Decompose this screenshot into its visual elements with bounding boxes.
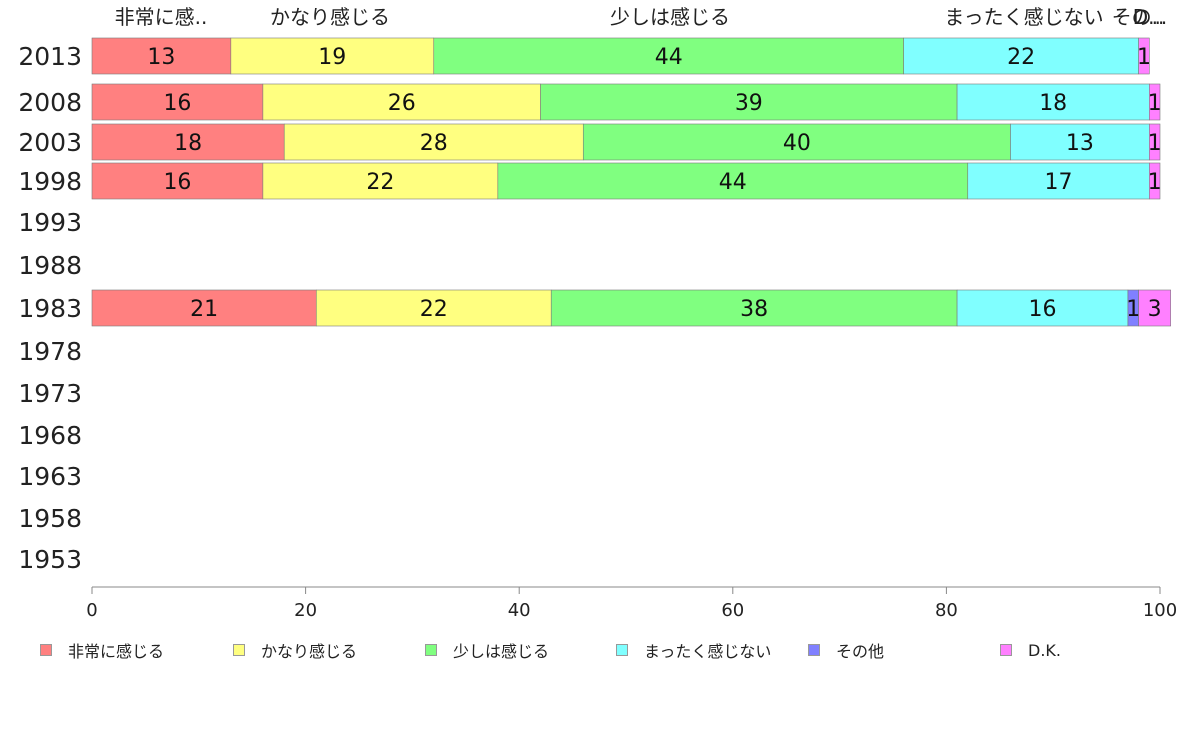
- legend-swatch: [616, 644, 628, 656]
- bar-segment: [91, 162, 264, 200]
- x-tick-label: 20: [294, 600, 317, 621]
- data-label: 17: [1045, 170, 1073, 195]
- bar-segment: [497, 162, 969, 200]
- bar-segment: [91, 83, 264, 121]
- data-label: 13: [147, 45, 175, 70]
- x-tick-label: 60: [721, 600, 744, 621]
- data-label: 18: [174, 131, 202, 156]
- legend-label: まったく感じない: [644, 642, 772, 661]
- data-label: 1: [1126, 297, 1140, 322]
- top-series-label: D...: [1133, 5, 1167, 29]
- category-label: 1958: [18, 504, 82, 533]
- top-series-label: まったく感じない: [944, 5, 1103, 29]
- category-label: 1963: [18, 462, 82, 491]
- category-label: 2003: [18, 128, 82, 157]
- stacked-bar-chart: 2013200820031998199319881983197819731968…: [18, 5, 1177, 621]
- legend-swatch: [425, 644, 437, 656]
- bar-segment: [315, 289, 552, 327]
- legend-swatch: [233, 644, 245, 656]
- top-series-label: 非常に感..: [115, 5, 208, 29]
- legend-item-not-at-all: まったく感じない: [616, 638, 771, 662]
- bar-segment: [1149, 123, 1161, 161]
- category-label: 1953: [18, 545, 82, 574]
- legend-label: D.K.: [1028, 640, 1061, 660]
- category-label: 1998: [18, 167, 82, 196]
- data-label: 1: [1137, 45, 1151, 70]
- x-tick-label: 0: [86, 600, 97, 621]
- bar-segment: [582, 123, 1011, 161]
- x-tick-label: 100: [1143, 600, 1177, 621]
- category-label: 1968: [18, 421, 82, 450]
- data-label: 16: [163, 91, 191, 116]
- category-label: 1978: [18, 337, 82, 366]
- data-label: 1: [1148, 131, 1162, 156]
- data-label: 3: [1148, 297, 1162, 322]
- legend: 非常に感じる かなり感じる 少しは感じる まったく感じない その他 D.K.: [0, 638, 1188, 662]
- category-label: 2013: [18, 42, 82, 71]
- bar-segment: [967, 162, 1150, 200]
- category-label: 1973: [18, 379, 82, 408]
- bar-segment: [956, 289, 1129, 327]
- data-label: 16: [1029, 297, 1057, 322]
- top-series-label: 少しは感じる: [610, 5, 730, 29]
- category-label: 2008: [18, 88, 82, 117]
- legend-item-fairly: かなり感じる: [233, 638, 357, 662]
- top-series-label: かなり感じる: [270, 5, 390, 29]
- legend-label: その他: [836, 642, 885, 661]
- data-label: 21: [190, 297, 218, 322]
- x-tick-label: 80: [935, 600, 958, 621]
- bar-segment: [1149, 83, 1161, 121]
- data-label: 44: [655, 45, 683, 70]
- category-label: 1988: [18, 251, 82, 280]
- data-label: 22: [1007, 45, 1035, 70]
- data-label: 40: [783, 131, 811, 156]
- legend-label: 非常に感じる: [68, 642, 165, 661]
- bar-segment: [1138, 37, 1150, 75]
- legend-swatch: [808, 644, 820, 656]
- x-tick-label: 40: [508, 600, 531, 621]
- bar-segment: [283, 123, 584, 161]
- bar-segment: [91, 289, 317, 327]
- data-label: 44: [719, 170, 747, 195]
- data-label: 1: [1148, 91, 1162, 116]
- legend-swatch: [1000, 644, 1012, 656]
- data-label: 26: [388, 91, 416, 116]
- data-label: 22: [366, 170, 394, 195]
- category-label: 1993: [18, 208, 82, 237]
- bar-segment: [903, 37, 1139, 75]
- bar-segment: [956, 83, 1150, 121]
- bar-segment: [262, 162, 499, 200]
- legend-swatch: [40, 644, 52, 656]
- legend-item-little: 少しは感じる: [425, 638, 549, 662]
- data-label: 28: [420, 131, 448, 156]
- bar-segment: [550, 289, 958, 327]
- bar-segment: [262, 83, 541, 121]
- bar-segment: [91, 123, 285, 161]
- category-label: 1983: [18, 294, 82, 323]
- bar-segment: [1138, 289, 1171, 327]
- bar-segment: [433, 37, 904, 75]
- data-label: 18: [1039, 91, 1067, 116]
- data-label: 38: [740, 297, 768, 322]
- bar-segment: [91, 37, 232, 75]
- legend-label: 少しは感じる: [453, 642, 550, 661]
- top-series-label: その..: [1112, 5, 1165, 29]
- bar-segment: [230, 37, 435, 75]
- bar-segment: [1010, 123, 1150, 161]
- data-label: 22: [420, 297, 448, 322]
- data-label: 39: [735, 91, 763, 116]
- legend-item-very: 非常に感じる: [40, 638, 164, 662]
- legend-item-dk: D.K.: [1000, 638, 1061, 662]
- bar-segment: [1149, 162, 1161, 200]
- data-label: 19: [318, 45, 346, 70]
- data-label: 16: [163, 170, 191, 195]
- legend-label: かなり感じる: [261, 642, 358, 661]
- bar-segment: [540, 83, 958, 121]
- legend-item-other: その他: [808, 638, 884, 662]
- data-label: 1: [1148, 170, 1162, 195]
- data-label: 13: [1066, 131, 1094, 156]
